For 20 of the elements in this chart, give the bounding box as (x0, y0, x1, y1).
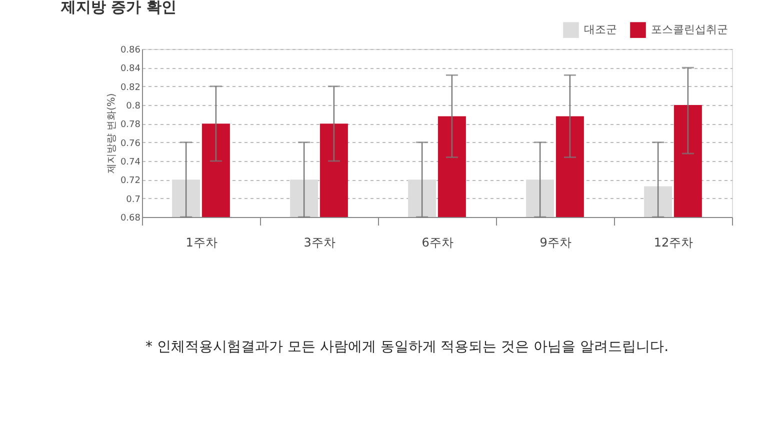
y-axis-title: 제지방량 변화(%) (106, 93, 118, 174)
y-tick-label: 0.72 (120, 176, 140, 186)
y-tick-label: 0.7 (126, 194, 140, 205)
y-tick-label: 0.76 (120, 138, 141, 149)
y-tick-label: 0.84 (120, 64, 141, 74)
x-tick-label: 6주차 (422, 236, 454, 250)
legend-label: 포스콜린섭취군 (651, 23, 728, 36)
x-tick-label: 9주차 (540, 236, 572, 250)
chart-title: 제지방 증가 확인 (60, 0, 176, 16)
y-tick-label: 0.86 (120, 46, 141, 56)
x-tick-label: 1주차 (186, 236, 218, 250)
y-tick-label: 0.74 (120, 158, 141, 168)
y-tick-label: 0.82 (120, 82, 140, 93)
y-tick-label: 0.78 (120, 120, 141, 130)
text: * 인체적용시험결과가 모든 사람에게 동일하게 적용되는 것은 아님을 알려드립니다. (145, 339, 669, 355)
x-tick-label: 12주차 (654, 236, 694, 250)
y-tick-label: 0.8 (126, 102, 141, 112)
legend-label: 대조군 (584, 23, 617, 36)
y-tick-label: 0.68 (120, 214, 141, 224)
x-tick-label: 3주차 (304, 236, 336, 250)
